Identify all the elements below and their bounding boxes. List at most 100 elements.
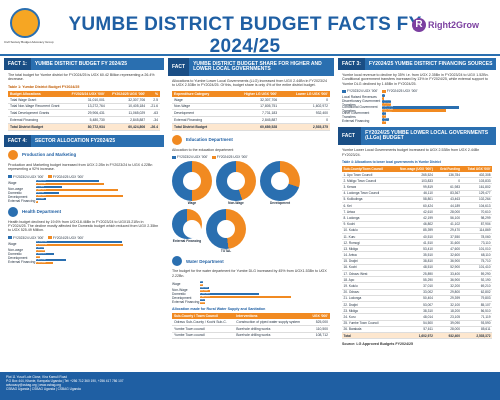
- table-cell: Total District Budget: [8, 123, 67, 131]
- table-cell: 7,731,183: [227, 109, 280, 118]
- bar-fy2024-25: 1,461,215: [36, 188, 118, 191]
- bar-category-label: Wage: [8, 241, 17, 246]
- education-icon: [172, 134, 182, 145]
- table-cell: 80,772,934: [66, 123, 107, 131]
- bar-track: 471,345 1,461,215: [36, 185, 160, 192]
- bar-fy2024-25: 3,025,001: [382, 115, 392, 118]
- education-title: Education Department: [186, 137, 233, 143]
- donut-nonwage: Non-Wage: [216, 161, 256, 205]
- table-cell: Wage: [172, 96, 228, 104]
- fact3-header: FACT 3: FY2024/25 YUMBE DISTRICT FINANCIN…: [338, 58, 496, 70]
- table-cell: Total Wage Grant: [8, 96, 67, 104]
- table-cell: 102,264: [461, 196, 492, 203]
- bar-track: 11,158,148 11,215,155: [36, 240, 160, 247]
- donut-total: TOTAL: [206, 209, 246, 253]
- table-cell: 25. Yumbe Town Council: [342, 320, 393, 327]
- table-cell: 55,290: [392, 276, 435, 284]
- table-cell: 32,307,706: [106, 96, 148, 104]
- donut-label: Wage: [187, 201, 197, 206]
- footer-contacts: P.O Box 444, Kitante, Kampala Uganda | T…: [6, 379, 124, 383]
- table-cell: 103,833: [461, 177, 492, 185]
- bar-category-label: Non-Wage: [172, 287, 188, 292]
- water-table: Sub-County / Town Council Interventions …: [172, 312, 330, 340]
- col-header: FY2024/25 UGX '000': [106, 90, 148, 97]
- table-row: 26. Barakala 57,611 28,000 85,611: [342, 326, 492, 333]
- table-cell: 129,477: [461, 190, 492, 197]
- bar-category-label: External Financing: [172, 299, 200, 304]
- table-cell: 17. Odravu West: [342, 270, 393, 278]
- table-cell: 79,803: [461, 295, 492, 302]
- production-heading: Production and Marketing: [8, 149, 160, 160]
- bar-track: 2,350,214 525,490: [36, 252, 160, 259]
- bar-track: 7,103,230 7,213,542: [382, 100, 492, 106]
- table-cell: 53,410: [392, 245, 435, 253]
- table-row: Yumbe Town council Borehole drilling work…: [172, 325, 330, 333]
- bar-fy2023-24: 7,103,230: [382, 100, 392, 103]
- bar-fy2024-25: 0: [36, 200, 38, 203]
- bar-track: 408,140 1,551,210: [36, 191, 160, 198]
- table-cell: Yumbe Town council: [172, 332, 235, 340]
- table-cell: 29,399: [434, 295, 462, 302]
- bar-track: 2,346,880 1,524,187: [382, 94, 492, 100]
- fact5-title: FY2024/25 YUMBE LOWER LOCAL GOVERNMENTS …: [365, 130, 489, 142]
- bar-category-label: Non-wage: [8, 247, 24, 252]
- donut-development: Development: [260, 161, 300, 205]
- table-cell: 98,299: [461, 214, 492, 222]
- bar-row: Other Government Transfers 3,125,000 3,025…: [342, 111, 492, 119]
- water-text: The budget for the water department for …: [172, 269, 327, 278]
- table-cell: 48,510: [392, 264, 435, 272]
- legend-swatch-a: [172, 155, 176, 159]
- table-cell: 31,010,001: [66, 96, 107, 104]
- health-text: Health budget declined by 19.6% from UGX…: [8, 219, 159, 233]
- legend-swatch-b: [381, 89, 386, 93]
- bar-track: 5,480,730 2,845,887: [382, 118, 492, 124]
- col-header: Total UGX '000': [461, 166, 492, 173]
- table-cell: 525,000: [308, 318, 330, 326]
- bar-fy2023-24: 3,125,000: [382, 112, 392, 115]
- table-cell: 2,535,375: [279, 123, 330, 131]
- table-cell: 62,802: [461, 289, 492, 296]
- production-bar-chart: Wage 1,126,741 1,210,190 Non-wage 471,345 1,4…: [8, 179, 160, 204]
- water-icon: [172, 256, 182, 267]
- table-cell: 14. Ariwa: [342, 251, 393, 259]
- table-cell: 78,060: [461, 233, 492, 241]
- table-row: Total Development Grants 29,906,431 11,065…: [8, 109, 160, 118]
- bar-category-label: Domestic Development: [172, 291, 192, 300]
- table-cell: -26.4: [147, 123, 160, 131]
- education-donuts: Wage Non-Wage Development External Finan…: [172, 161, 330, 253]
- table-cell: 18,200: [434, 307, 462, 315]
- bar-fy2024-25: 49,373,540: [382, 109, 446, 112]
- table-cell: 32,200: [434, 282, 462, 290]
- legend-label-a: FY2023/24 UGX '000': [13, 235, 44, 240]
- bar-category-label: Wage: [8, 180, 17, 185]
- table-cell: 7. Ariwa: [342, 208, 393, 216]
- bar-fy2023-24: 5,480,730: [382, 118, 392, 121]
- table-row: 13. Midigo 53,410 47,600 101,010: [342, 245, 492, 253]
- table-cell: 87,904: [461, 221, 492, 228]
- bar-category-label: External Financing: [342, 119, 370, 124]
- table-cell: 21. Lodonga: [342, 295, 393, 302]
- footer-email-link[interactable]: advocacy@csbag.org | www.csbag.org: [6, 383, 61, 387]
- bar-track: 1,191,410 1,842,151: [200, 292, 330, 299]
- col-header: Budget Allocations: [8, 90, 67, 97]
- table-cell: 932,400: [434, 332, 462, 340]
- bar-fy2023-24: 3,912,230: [36, 258, 67, 262]
- health-icon: [8, 206, 18, 217]
- table-cell: 32,100: [434, 301, 462, 309]
- fact4-title: SECTOR ALLOCATION FY2024/25: [34, 137, 116, 144]
- table-cell: 23. Midigo: [342, 307, 393, 315]
- footer-social-links[interactable]: CSBAG Uganda | CSBAG Uganda | CSBAG Ugan…: [6, 387, 81, 391]
- col-header: UGX '000': [308, 312, 330, 319]
- table-cell: 85,107: [461, 301, 492, 309]
- table-cell: 24. Kuru: [342, 313, 393, 321]
- table-cell: 52,900: [434, 264, 462, 272]
- table-cell: 54,500: [392, 320, 435, 327]
- table-row: 17. Odravu West 25,890 33,400 59,290: [342, 270, 492, 278]
- bar-fy2024-25: 525,490: [36, 255, 44, 259]
- bar-category-label: External Financing: [8, 198, 36, 203]
- table-cell: 31,600: [434, 239, 462, 247]
- fact5-table-title: Table 4: Allocations to lower local gove…: [342, 160, 441, 165]
- table-cell: 15. Drajini: [342, 258, 393, 265]
- table-row: 11. Kuru 40,510 37,550 78,060: [342, 233, 492, 241]
- table-cell: 101,410: [461, 264, 492, 272]
